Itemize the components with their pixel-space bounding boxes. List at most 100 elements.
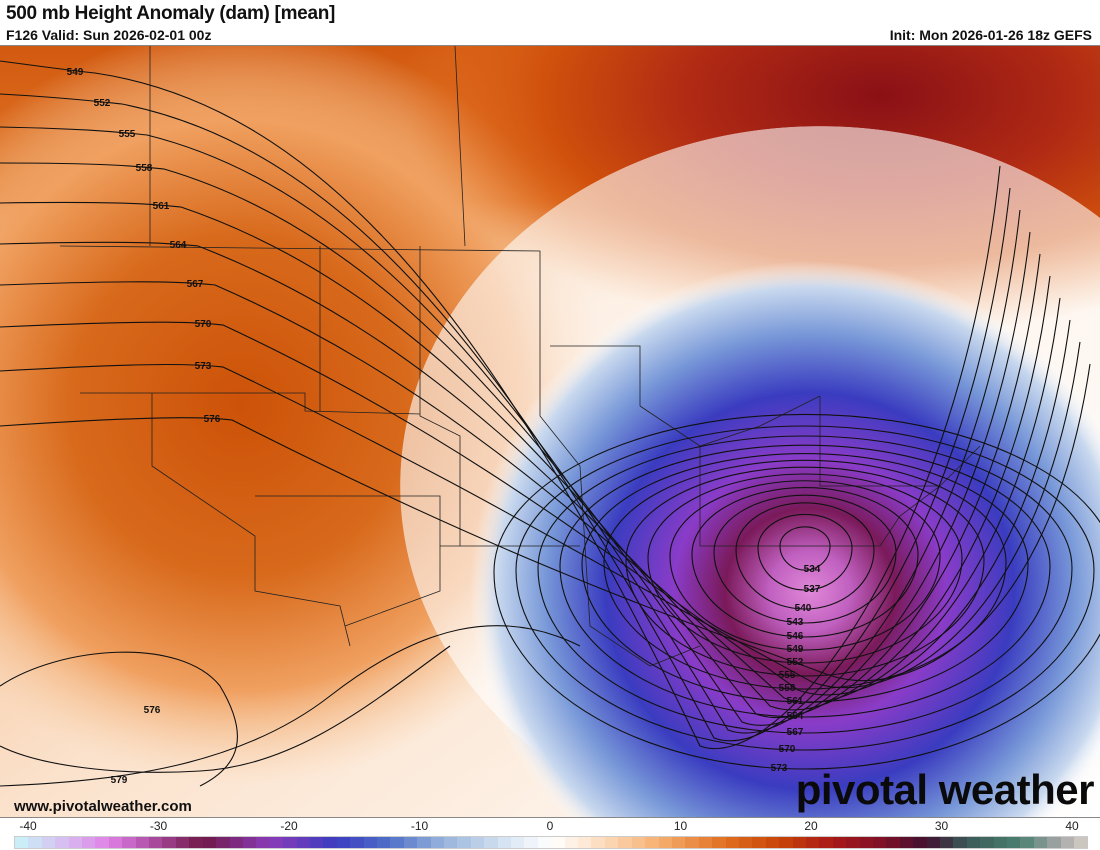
colorbar-swatch — [725, 837, 739, 848]
colorbar-swatch — [135, 837, 150, 848]
colorbar — [14, 836, 1088, 849]
height-contour — [0, 645, 451, 787]
colorbar-swatch — [805, 837, 820, 848]
colorbar-swatch — [430, 837, 444, 848]
colorbar-swatch — [242, 837, 257, 848]
colorbar-swatch — [444, 837, 458, 848]
colorbar-swatch — [323, 837, 337, 848]
colorbar-swatch — [484, 837, 498, 848]
map-title: 500 mb Height Anomaly (dam) [mean] — [6, 3, 336, 24]
colorbar-swatch — [591, 837, 605, 848]
height-contour — [603, 459, 1007, 690]
state-border — [699, 446, 880, 547]
state-border — [550, 345, 641, 406]
colorbar-tick-label: 20 — [804, 819, 818, 833]
colorbar-swatch — [309, 837, 324, 848]
colorbar-swatch — [604, 837, 619, 848]
height-contour — [493, 413, 1100, 770]
southeast-trough-anomaly — [0, 46, 1100, 817]
colorbar-swatch — [511, 837, 525, 848]
colorbar-swatch — [618, 837, 632, 848]
contour-label: 564 — [170, 240, 187, 251]
contour-label: 555 — [779, 670, 796, 681]
contour-label: 549 — [787, 644, 804, 655]
colorbar-swatch — [551, 837, 565, 848]
colorbar-swatch — [792, 837, 806, 848]
state-border — [80, 392, 421, 415]
state-border — [255, 495, 580, 547]
height-contour — [0, 363, 1091, 682]
colorbar-swatch — [95, 837, 109, 848]
colorbar-swatch — [363, 837, 377, 848]
contour-label: 573 — [771, 763, 788, 774]
contour-label: 543 — [787, 617, 804, 628]
contour-label: 546 — [787, 631, 804, 642]
colorbar-swatch — [926, 837, 941, 848]
colorbar-swatch — [1060, 837, 1075, 848]
contour-label: 558 — [136, 163, 153, 174]
colorbar-swatch — [940, 837, 954, 848]
contour-label: 540 — [795, 603, 812, 614]
height-contour — [757, 513, 853, 591]
contour-label: 558 — [779, 683, 796, 694]
colorbar-ticks: -40 -30 -20 -10 0 10 20 30 40 — [0, 818, 1100, 834]
colorbar-swatch — [1007, 837, 1021, 848]
colorbar-swatch — [216, 837, 230, 848]
height-contour — [559, 444, 1051, 718]
colorbar-swatch — [41, 837, 56, 848]
colorbar-swatch — [283, 837, 297, 848]
colorbar-swatch — [390, 837, 404, 848]
colorbar-swatch — [1047, 837, 1061, 848]
colorbar-swatch — [658, 837, 672, 848]
colorbar-swatch — [980, 837, 994, 848]
colorbar-swatch — [470, 837, 485, 848]
contour-label: 564 — [787, 711, 804, 722]
colorbar-swatch — [28, 837, 42, 848]
colorbar-swatch — [953, 837, 967, 848]
colorbar-swatch — [832, 837, 847, 848]
colorbar-swatch — [993, 837, 1008, 848]
website-url[interactable]: www.pivotalweather.com — [14, 798, 192, 815]
height-contour — [779, 526, 831, 571]
colorbar-swatch — [108, 837, 123, 848]
colorbar-swatch — [819, 837, 833, 848]
colorbar-swatch — [403, 837, 418, 848]
colorbar-swatch — [417, 837, 431, 848]
colorbar-swatch — [68, 837, 83, 848]
colorbar-swatch — [296, 837, 310, 848]
state-border — [454, 46, 466, 247]
colorbar-swatch — [537, 837, 552, 848]
height-contour — [0, 319, 1071, 696]
contour-label: 573 — [195, 361, 212, 372]
height-contour — [0, 60, 1001, 750]
colorbar-swatch — [578, 837, 592, 848]
height-contour — [515, 425, 1095, 751]
colorbar-swatch — [899, 837, 914, 848]
colorbar-tick-label: 40 — [1065, 819, 1079, 833]
state-border — [59, 245, 586, 547]
colorbar-swatch — [685, 837, 699, 848]
colorbar-swatch — [229, 837, 243, 848]
valid-time: F126 Valid: Sun 2026-02-01 00z — [6, 27, 212, 43]
colorbar-swatch — [738, 837, 753, 848]
height-anomaly-map[interactable]: 549 552 555 558 561 564 567 570 573 576 534 537 540 5… — [0, 45, 1100, 818]
colorbar-swatch — [202, 837, 217, 848]
colorbar-swatch — [189, 837, 203, 848]
height-contour — [625, 466, 985, 677]
height-contour — [581, 453, 1029, 703]
contour-label: 561 — [787, 696, 804, 707]
height-contour — [0, 201, 1041, 719]
colorbar-swatch — [55, 837, 69, 848]
contour-label: 552 — [787, 657, 804, 668]
colorbar-swatch — [631, 837, 646, 848]
colorbar-swatch — [886, 837, 900, 848]
colorbar-swatch — [1033, 837, 1048, 848]
colorbar-swatch — [82, 837, 96, 848]
colorbar-swatch — [336, 837, 351, 848]
colorbar-swatch — [645, 837, 659, 848]
height-contour — [0, 341, 1081, 689]
contour-label: 579 — [111, 775, 128, 786]
contour-label: 555 — [119, 129, 136, 140]
height-contour — [0, 241, 1051, 711]
colorbar-swatch — [671, 837, 686, 848]
